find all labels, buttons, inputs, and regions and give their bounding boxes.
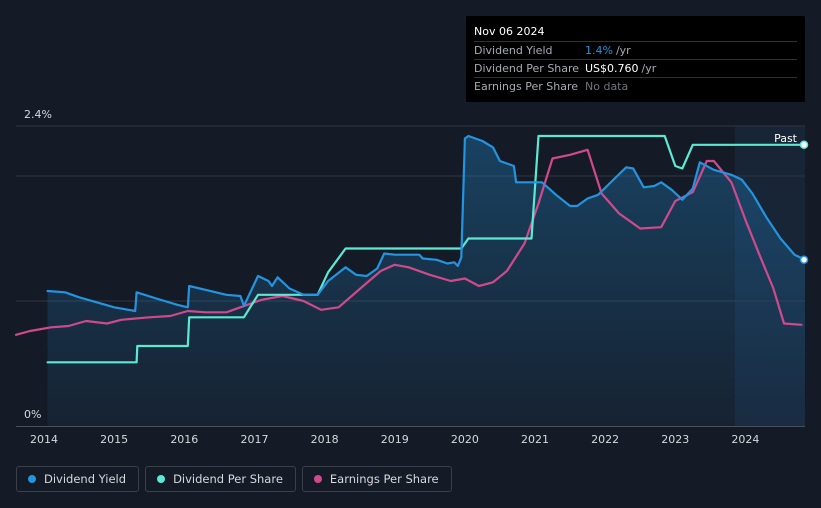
legend-dot-icon [157,475,166,483]
series-line-dividend-per-share [46,134,807,364]
end-marker-dividend-yield [799,255,809,264]
y-tick-label: 2.4% [24,108,52,121]
series-line-earnings-per-share [14,148,803,336]
x-tick-label: 2015 [100,433,128,446]
tooltip-value: No data [585,80,629,93]
x-tick-label: 2018 [311,433,339,446]
legend-label: Earnings Per Share [329,472,439,486]
series-layer [14,134,809,426]
tooltip-date: Nov 06 2024 [474,25,545,38]
tooltip-label: Earnings Per Share [474,80,579,93]
x-tick-label: 2024 [731,433,759,446]
legend-item-dividend-per-share[interactable]: Dividend Per Share [145,466,296,492]
tooltip-row-dividend-yield: Dividend Yield 1.4% /yr [474,41,797,59]
tooltip-unit: /yr [615,44,631,57]
x-tick-label: 2017 [240,433,268,446]
legend-dot-icon [313,475,322,483]
legend-dot-icon [28,475,36,483]
legend: Dividend Yield Dividend Per Share Earnin… [16,466,452,492]
tooltip-row-dividend-per-share: Dividend Per Share US$0.760 /yr [474,59,797,77]
tooltip-label: Dividend Yield [474,44,553,57]
legend-label: Dividend Per Share [173,472,283,486]
x-tick-label: 2016 [170,433,198,446]
x-tick-label: 2020 [451,433,479,446]
end-marker-dividend-per-share [799,140,809,149]
legend-item-earnings-per-share[interactable]: Earnings Per Share [301,466,452,492]
tooltip: Nov 06 2024 Dividend Yield 1.4% /yr Divi… [466,16,805,102]
tooltip-value: US$0.760 [585,62,639,75]
x-tick-label: 2021 [521,433,549,446]
tooltip-unit: /yr [641,62,657,75]
x-tick-label: 2022 [591,433,619,446]
x-tick-label: 2019 [381,433,409,446]
series-line-dividend-yield [46,134,807,313]
legend-label: Dividend Yield [44,472,127,486]
x-axis: 2014 2015 2016 2017 2018 2019 2020 2021 2022 2023… [30,433,759,446]
y-tick-label: 0% [24,408,41,421]
tooltip-row-earnings-per-share: Earnings Per Share No data [474,77,797,95]
past-label: Past [774,132,798,145]
tooltip-label: Dividend Per Share [474,62,580,75]
x-tick-label: 2023 [661,433,689,446]
legend-item-dividend-yield[interactable]: Dividend Yield [16,466,140,492]
series-area-dividend-yield [47,136,806,426]
x-tick-label: 2014 [30,433,58,446]
y-axis: 0% 2.4% [24,108,52,421]
tooltip-value: 1.4% [585,44,613,57]
